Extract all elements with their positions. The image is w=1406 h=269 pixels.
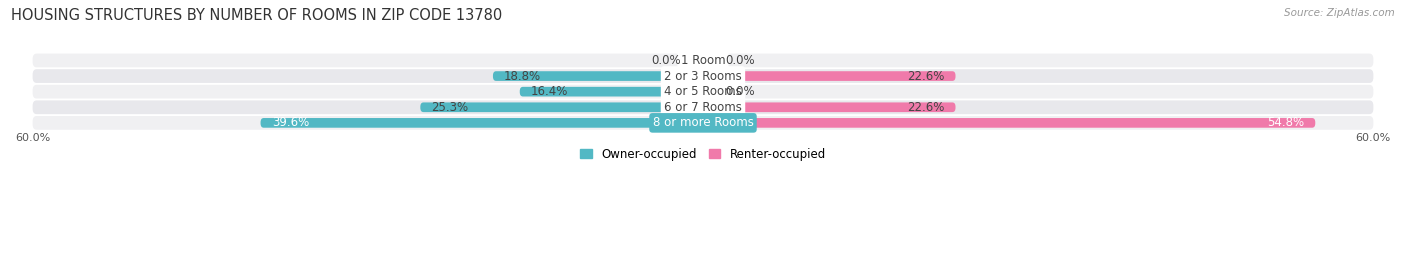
- Text: 0.0%: 0.0%: [725, 85, 755, 98]
- Text: 25.3%: 25.3%: [432, 101, 468, 114]
- Legend: Owner-occupied, Renter-occupied: Owner-occupied, Renter-occupied: [575, 143, 831, 165]
- FancyBboxPatch shape: [32, 100, 1374, 114]
- FancyBboxPatch shape: [703, 102, 956, 112]
- Text: 0.0%: 0.0%: [651, 54, 681, 67]
- FancyBboxPatch shape: [32, 69, 1374, 83]
- FancyBboxPatch shape: [520, 87, 703, 97]
- Text: 22.6%: 22.6%: [907, 70, 945, 83]
- Text: 6 or 7 Rooms: 6 or 7 Rooms: [664, 101, 742, 114]
- Text: 2 or 3 Rooms: 2 or 3 Rooms: [664, 70, 742, 83]
- Text: 1 Room: 1 Room: [681, 54, 725, 67]
- Text: 54.8%: 54.8%: [1267, 116, 1305, 129]
- Text: Source: ZipAtlas.com: Source: ZipAtlas.com: [1284, 8, 1395, 18]
- FancyBboxPatch shape: [32, 54, 1374, 67]
- Text: 39.6%: 39.6%: [271, 116, 309, 129]
- Text: 8 or more Rooms: 8 or more Rooms: [652, 116, 754, 129]
- FancyBboxPatch shape: [32, 116, 1374, 130]
- FancyBboxPatch shape: [32, 85, 1374, 98]
- FancyBboxPatch shape: [420, 102, 703, 112]
- Text: 22.6%: 22.6%: [907, 101, 945, 114]
- Text: 0.0%: 0.0%: [725, 54, 755, 67]
- FancyBboxPatch shape: [260, 118, 703, 128]
- Text: 16.4%: 16.4%: [531, 85, 568, 98]
- FancyBboxPatch shape: [703, 71, 956, 81]
- FancyBboxPatch shape: [494, 71, 703, 81]
- Text: 4 or 5 Rooms: 4 or 5 Rooms: [664, 85, 742, 98]
- FancyBboxPatch shape: [703, 118, 1315, 128]
- Text: HOUSING STRUCTURES BY NUMBER OF ROOMS IN ZIP CODE 13780: HOUSING STRUCTURES BY NUMBER OF ROOMS IN…: [11, 8, 502, 23]
- Text: 18.8%: 18.8%: [505, 70, 541, 83]
